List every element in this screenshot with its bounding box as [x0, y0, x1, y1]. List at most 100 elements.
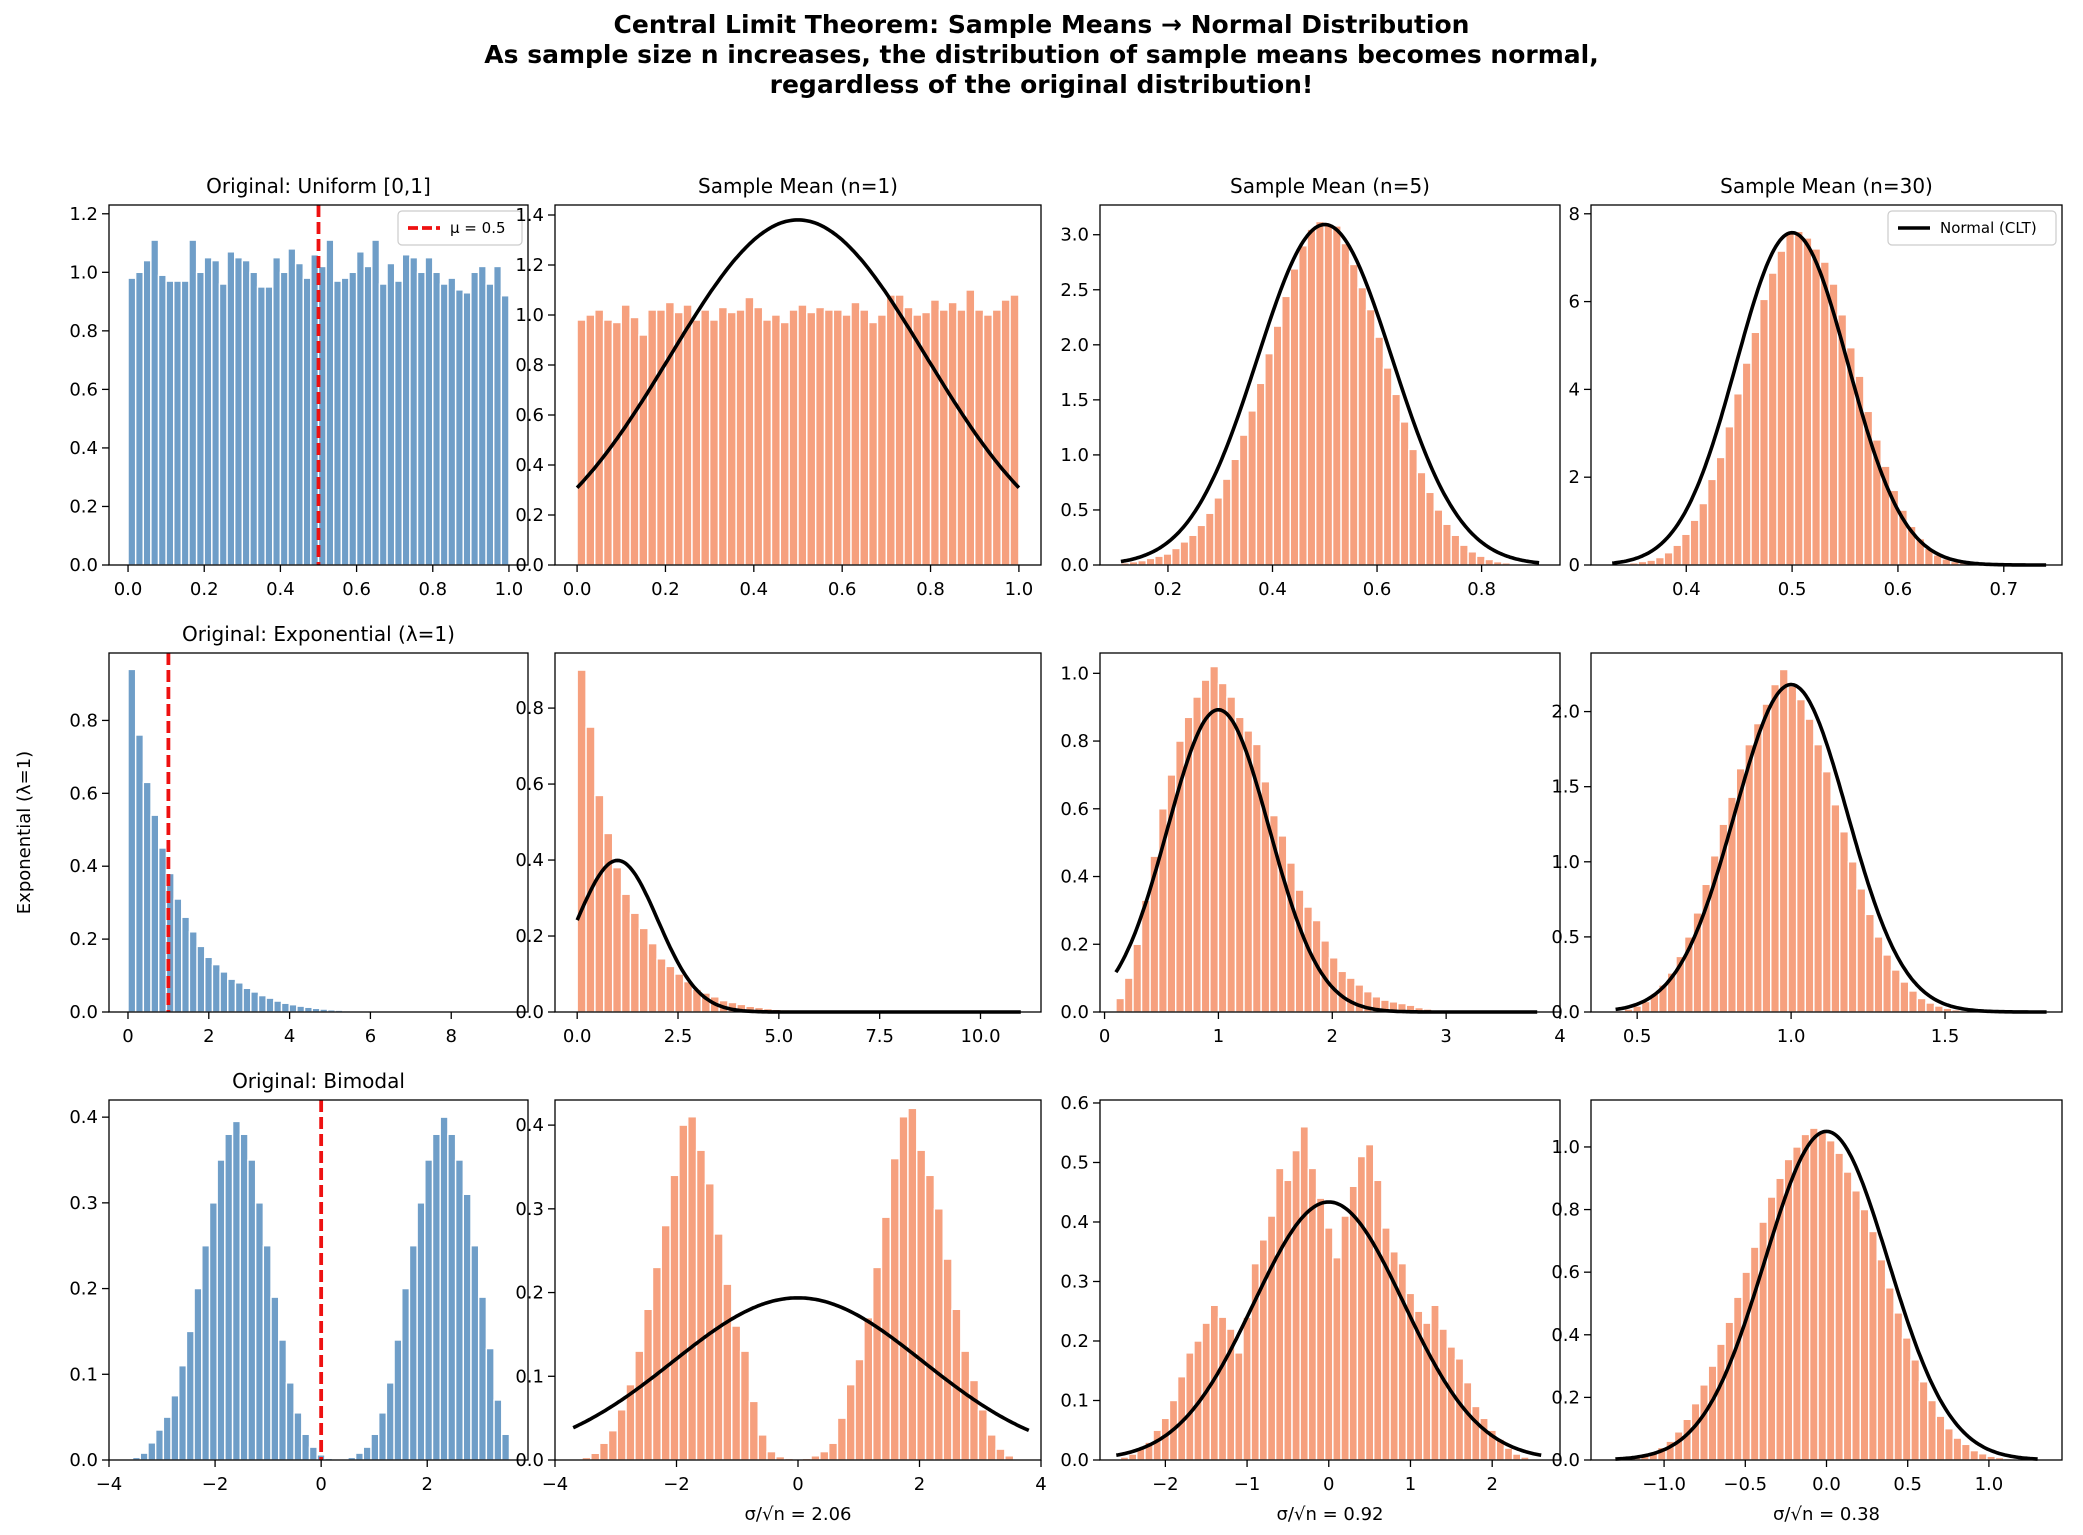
histogram-bar — [585, 314, 596, 566]
histogram-bar — [1663, 552, 1674, 566]
histogram-bar — [823, 309, 835, 566]
histogram-bar — [1752, 722, 1763, 1013]
x-tick-label: 7.5 — [865, 1026, 894, 1047]
y-tick-label: 0.5 — [1060, 500, 1089, 521]
subplot-title: Sample Mean (n=30) — [1720, 174, 1933, 198]
x-tick-label: 0.8 — [916, 579, 945, 600]
y-tick-label: 0.2 — [1060, 1331, 1089, 1352]
histogram-bar — [1217, 682, 1228, 1013]
histogram-bar — [788, 309, 799, 566]
histogram-bar — [1209, 665, 1220, 1013]
histogram-bar — [1724, 426, 1735, 566]
axes-frame — [1099, 652, 1561, 1013]
histogram-bar — [431, 1133, 441, 1461]
axes-frame — [108, 652, 529, 1013]
y-tick-label: 0.8 — [515, 698, 544, 719]
histogram-bar — [1340, 1215, 1350, 1461]
histogram-bar — [947, 301, 958, 566]
normal-curve — [572, 1296, 1030, 1433]
histogram-bar — [717, 306, 729, 566]
histogram-bar — [779, 321, 790, 566]
x-tick-label: −0.5 — [1723, 1474, 1767, 1495]
histogram-bar — [470, 271, 480, 566]
histogram-bar — [1741, 1271, 1752, 1461]
histogram-bar — [178, 1365, 188, 1461]
x-tick-label: 0.5 — [1623, 1026, 1652, 1047]
histogram-bar — [638, 334, 649, 566]
histogram-bar — [1847, 861, 1858, 1013]
histogram-bar — [907, 1107, 918, 1461]
histogram-bar — [1689, 519, 1700, 566]
x-tick-label: 0.8 — [1467, 579, 1496, 600]
histogram-bar — [1761, 703, 1772, 1013]
histogram-bar — [447, 1133, 457, 1461]
histogram-bar — [1187, 534, 1198, 566]
histogram-bar — [960, 1350, 971, 1461]
y-tick-label: 6 — [1569, 292, 1580, 313]
histogram-bar — [254, 1202, 265, 1461]
histogram-bar — [1391, 393, 1402, 566]
histogram-bar — [1672, 544, 1683, 566]
histogram-bar — [691, 319, 702, 566]
histogram-bar — [1332, 1256, 1342, 1461]
histogram-bar — [377, 1412, 388, 1461]
histogram-bar — [977, 1409, 988, 1461]
histogram-bar — [1373, 1179, 1383, 1461]
histogram-bar — [924, 1174, 936, 1461]
y-axis-label: Exponential (λ=1) — [14, 751, 35, 914]
histogram-bar — [1348, 263, 1359, 566]
histogram-bar — [216, 1159, 226, 1461]
histogram-bar — [735, 309, 746, 566]
histogram-bar — [401, 1287, 411, 1461]
histogram-bar — [231, 1120, 241, 1461]
histogram-bar — [308, 1446, 318, 1461]
histogram-bar — [162, 1416, 172, 1461]
histogram-bar — [296, 1005, 306, 1013]
x-tick-label: 0.6 — [828, 579, 857, 600]
histogram-bar — [1952, 1437, 1963, 1461]
y-tick-label: 0.5 — [1551, 927, 1580, 948]
histogram-bar — [1438, 1328, 1448, 1461]
histogram-bar — [1374, 336, 1385, 566]
histogram-bar — [285, 1382, 295, 1461]
histogram-bar — [270, 1296, 280, 1461]
histogram-bar — [302, 277, 312, 566]
histogram-bar — [1281, 295, 1291, 566]
y-tick-label: 0.8 — [69, 710, 98, 731]
x-tick-label: 2.5 — [664, 1026, 693, 1047]
histogram-bar — [682, 304, 693, 566]
histogram-bar — [247, 1159, 257, 1461]
histogram-bar — [1382, 367, 1393, 566]
histogram-bar — [1699, 1384, 1709, 1461]
histogram-bar — [385, 1382, 395, 1461]
histogram-bar — [1467, 551, 1478, 566]
histogram-bar — [655, 309, 667, 566]
subplot-r2-c1: −4 −2 0 2 4 0.0 0.1 0.2 0.3 0.4 σ/√n = 2.06 — [515, 1099, 1047, 1525]
histogram-bar — [354, 1452, 365, 1461]
y-tick-label: 1.4 — [515, 205, 544, 226]
histogram-bar — [439, 283, 449, 566]
histogram-bar — [695, 1149, 707, 1461]
histogram-bar — [279, 271, 289, 566]
histogram-bar — [150, 814, 160, 1013]
histogram-bar — [1741, 362, 1752, 566]
histogram-bar — [203, 256, 213, 566]
x-tick-label: 2 — [203, 1026, 214, 1047]
x-tick-label: 1.0 — [1777, 1026, 1806, 1047]
legend: Normal (CLT) — [1887, 210, 2057, 246]
x-tick-label: 0.0 — [563, 579, 592, 600]
histogram-bar — [700, 309, 711, 566]
histogram-bar — [1511, 1453, 1522, 1461]
histogram-bar — [1907, 990, 1919, 1013]
histogram-bar — [1776, 250, 1787, 566]
histogram-bar — [938, 309, 949, 566]
x-tick-label: −2 — [663, 1474, 690, 1495]
histogram-bar — [1680, 533, 1691, 566]
histogram-bar — [1200, 679, 1211, 1013]
histogram-bar — [1154, 555, 1164, 566]
histogram-bar — [1787, 685, 1798, 1013]
histogram-bar — [1340, 242, 1351, 566]
histogram-bar — [665, 965, 676, 1013]
histogram-bar — [1364, 1143, 1375, 1461]
axes-frame — [108, 1099, 529, 1461]
